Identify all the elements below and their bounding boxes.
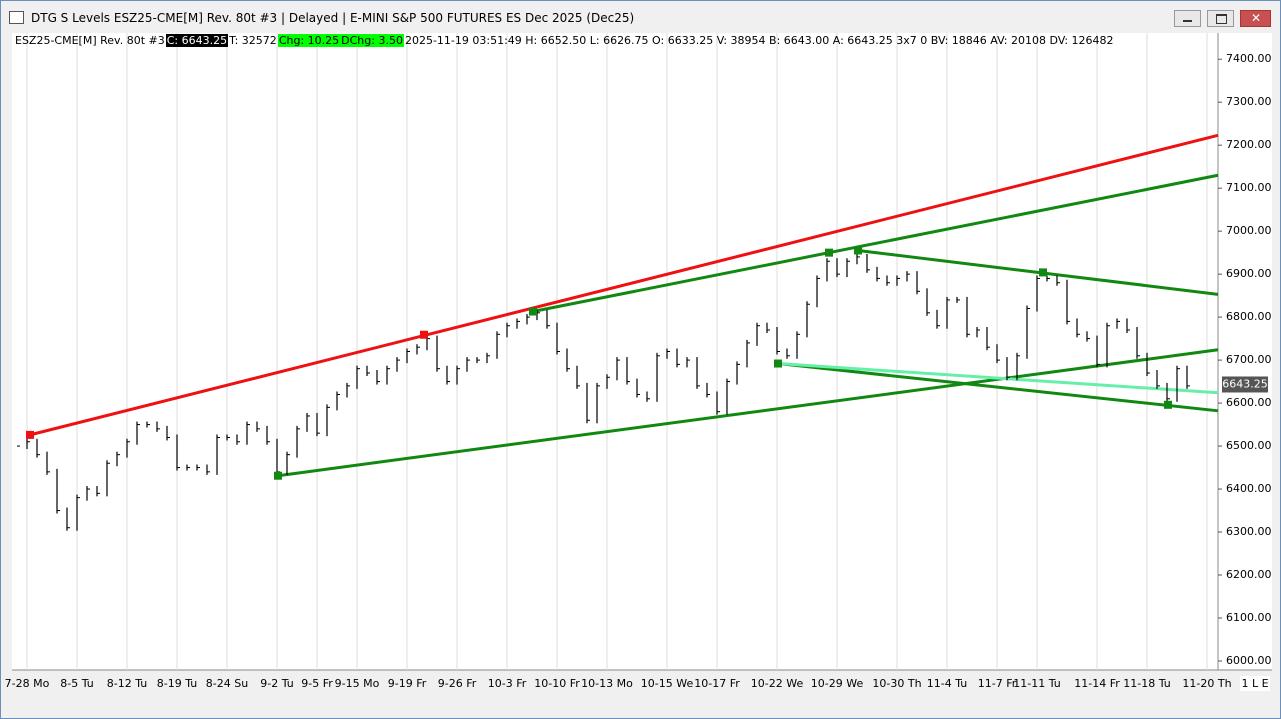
- x-tick-label: 11-4 Tu: [927, 677, 967, 690]
- trendline: [857, 249, 1219, 296]
- y-tick-label: 7100.00: [1226, 181, 1272, 194]
- y-tick-label: 6600.00: [1226, 396, 1272, 409]
- info-field: T: 32572: [229, 34, 277, 47]
- info-field: DChg: 3.50: [340, 34, 404, 47]
- x-tick-label: 9-2 Tu: [260, 677, 293, 690]
- y-tick-label: 6900.00: [1226, 267, 1272, 280]
- trendline: [29, 133, 1219, 437]
- trendline: [777, 362, 1219, 395]
- x-tick-label: 10-15 We: [641, 677, 694, 690]
- anchor-marker: [26, 430, 34, 439]
- y-tick-label: 6400.00: [1226, 482, 1272, 495]
- info-field: C: 6643.25: [165, 34, 229, 47]
- close-button[interactable]: ✕: [1240, 10, 1271, 27]
- status-box: [1240, 676, 1270, 691]
- x-tick-label: 11-7 Fr: [978, 677, 1017, 690]
- x-tick-label: 8-24 Su: [206, 677, 248, 690]
- plot-area: [12, 33, 1218, 670]
- window-title: DTG S Levels ESZ25-CME[M] Rev. 80t #3 | …: [31, 11, 635, 25]
- x-tick-label: 9-26 Fr: [438, 677, 477, 690]
- y-tick-label: 7400.00: [1226, 52, 1272, 65]
- trendline: [532, 173, 1219, 313]
- minimize-button[interactable]: [1174, 10, 1201, 27]
- y-tick-label: 6000.00: [1226, 654, 1272, 667]
- y-tick-label: 6200.00: [1226, 568, 1272, 581]
- x-tick-label: 10-13 Mo: [581, 677, 633, 690]
- price-axis: [1218, 33, 1272, 670]
- trendlines: [29, 133, 1219, 478]
- x-tick-label: 8-5 Tu: [60, 677, 93, 690]
- anchor-marker: [420, 330, 428, 339]
- anchor-marker: [1039, 268, 1047, 277]
- y-tick-label: 6700.00: [1226, 353, 1272, 366]
- info-bar: ESZ25-CME[M] Rev. 80t #3 C: 6643.25 T: 325…: [14, 34, 1115, 47]
- last-price-tag: [1222, 376, 1268, 393]
- x-tick-label: 10-29 We: [811, 677, 864, 690]
- status-label: 1 L E: [1241, 677, 1268, 690]
- y-tick-label: 6500.00: [1226, 439, 1272, 452]
- x-tick-label: 8-19 Tu: [157, 677, 197, 690]
- x-tick-label: 7-28 Mo: [5, 677, 50, 690]
- price-bars: [17, 253, 1190, 531]
- x-tick-label: 8-12 Tu: [107, 677, 147, 690]
- y-tick-label: 7200.00: [1226, 138, 1272, 151]
- app-icon: [9, 11, 24, 24]
- x-tick-label: 9-15 Mo: [335, 677, 380, 690]
- info-field: Chg: 10.25: [277, 34, 341, 47]
- y-tick-label: 6800.00: [1226, 310, 1272, 323]
- anchor-marker: [1164, 400, 1172, 409]
- x-tick-label: 11-14 Fr: [1074, 677, 1120, 690]
- x-tick-label: 9-19 Fr: [388, 677, 427, 690]
- y-tick-label: 6300.00: [1226, 525, 1272, 538]
- y-tick-label: 6100.00: [1226, 611, 1272, 624]
- anchor-marker: [274, 471, 282, 480]
- x-tick-label: 10-22 We: [751, 677, 804, 690]
- x-tick-label: 10-10 Fr: [534, 677, 580, 690]
- x-tick-label: 10-3 Fr: [488, 677, 527, 690]
- x-tick-label: 11-11 Tu: [1013, 677, 1060, 690]
- trendline: [777, 362, 1219, 413]
- anchor-marker: [529, 307, 537, 316]
- trendline: [277, 348, 1219, 478]
- y-tick-label: 7000.00: [1226, 224, 1272, 237]
- y-tick-label: 7300.00: [1226, 95, 1272, 108]
- maximize-button[interactable]: [1207, 10, 1234, 27]
- last-price-label: 6643.25: [1222, 377, 1268, 390]
- x-tick-label: 9-5 Fr: [301, 677, 333, 690]
- x-tick-label: 11-20 Th: [1182, 677, 1231, 690]
- x-tick-label: 10-17 Fr: [694, 677, 740, 690]
- x-tick-label: 10-30 Th: [872, 677, 921, 690]
- title-bar: DTG S Levels ESZ25-CME[M] Rev. 80t #3 | …: [1, 1, 1280, 34]
- anchor-marker: [854, 246, 862, 255]
- anchor-marker: [825, 248, 833, 257]
- info-field: ESZ25-CME[M] Rev. 80t #3: [15, 34, 165, 47]
- anchor-marker: [774, 359, 782, 368]
- x-tick-label: 11-18 Tu: [1123, 677, 1170, 690]
- info-field: 2025-11-19 03:51:49 H: 6652.50 L: 6626.7…: [404, 34, 1114, 47]
